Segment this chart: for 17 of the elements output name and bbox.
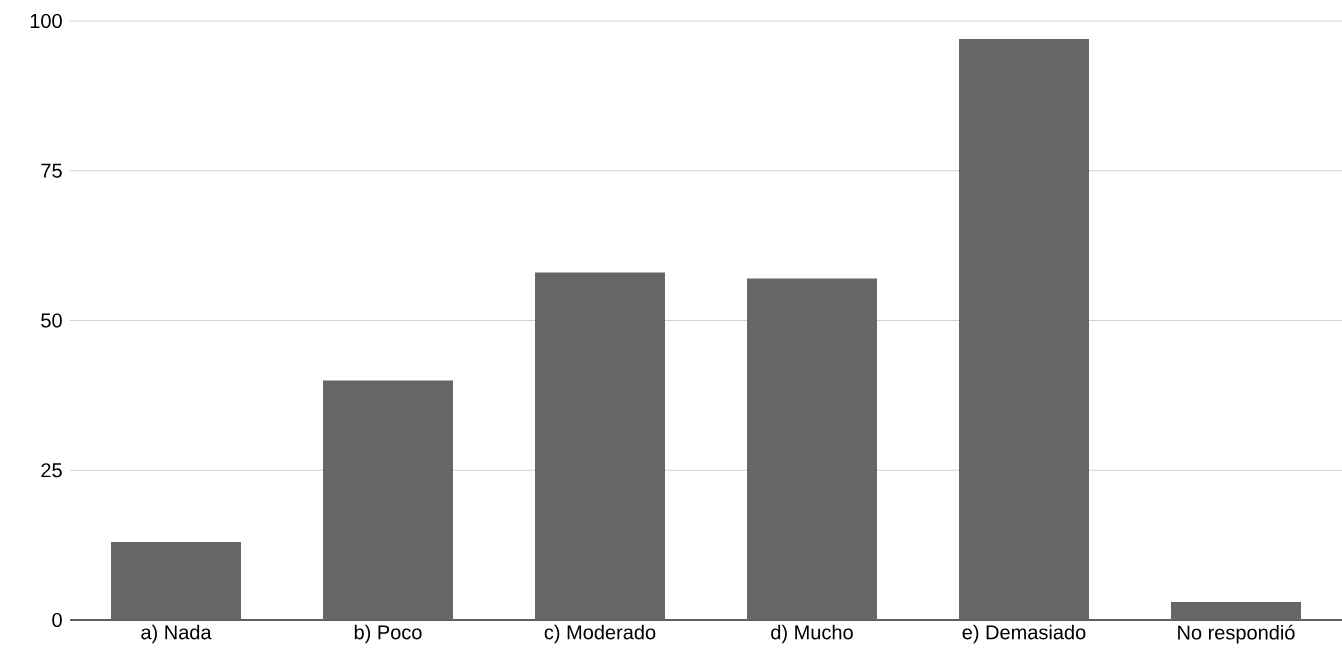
bar <box>323 380 454 620</box>
bar <box>535 272 666 620</box>
x-tick-label: d) Mucho <box>771 624 853 644</box>
bar <box>959 38 1089 620</box>
y-tick-label: 100 <box>30 13 62 29</box>
bar <box>1171 602 1301 620</box>
x-tick-label: c) Moderado <box>544 624 656 644</box>
y-tick-label: 75 <box>41 163 62 178</box>
bar <box>747 278 878 620</box>
y-tick-label: 25 <box>41 463 62 478</box>
y-tick-label: 0 <box>52 612 62 628</box>
x-tick-label: a) Nada <box>141 624 212 644</box>
x-tick-label: e) Demasiado <box>962 624 1086 644</box>
x-tick-label: No respondió <box>1178 624 1295 644</box>
bar <box>111 542 242 620</box>
y-tick-label: 50 <box>41 313 62 328</box>
x-tick-label: b) Poco <box>354 624 422 644</box>
